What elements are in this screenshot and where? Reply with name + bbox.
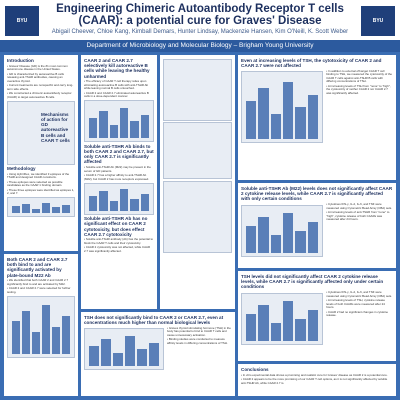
- bullet-text: CAAR 2 appears to be the more promising …: [241, 377, 393, 385]
- figure: [84, 182, 154, 215]
- bullet-text: CAAR 2 and CAAR 2.7 eliminated autoreact…: [84, 91, 154, 99]
- section-heading: Both CAAR 2 and CAAR 2.7 both bind to an…: [7, 257, 68, 278]
- bullet-text: Binding studies were conducted to measur…: [167, 338, 232, 345]
- bullet-text: Graves' Disease (GD) is the #1 most comm…: [7, 64, 75, 72]
- bullet-text: We constructed a chimeric autoantibody r…: [7, 91, 75, 99]
- bullet-text: At increasing levels of TSH, cytokine re…: [326, 298, 393, 310]
- section-heading: Even at increasing levels of TSH, the cy…: [241, 58, 382, 69]
- section-box: IntroductionGraves' Disease (GD) is the …: [4, 55, 78, 251]
- logo: BYU: [361, 6, 395, 36]
- bullet-text: GD is characterized by autoreactive B ce…: [7, 72, 75, 84]
- section-heading: Soluble anti-TSHR Ab binds to both CAAR …: [84, 143, 154, 165]
- figure: [84, 100, 154, 143]
- bullet-text: Cytokines IFN-γ, IL-2, IL-6, and TNF wer…: [326, 290, 393, 298]
- figure: [163, 122, 232, 179]
- section-box: Even at increasing levels of TSH, the cy…: [238, 55, 396, 180]
- bullet-text: Soluble anti-TSHR antibody (Ab) has the …: [84, 238, 154, 245]
- bullet-text: CAAR 2 had no significant changes in cyt…: [326, 310, 393, 318]
- poster-title: Engineering Chimeric Autoantibody Recept…: [56, 3, 344, 27]
- figure-illustration: [246, 75, 319, 140]
- figure: [241, 71, 324, 144]
- bullet-text: CAAR 2.7 has a higher affinity to anti-T…: [84, 173, 154, 181]
- diagram: Mechanisms of action for GD autoreactive…: [7, 100, 75, 165]
- section-heading: Soluble anti-TSHR Ab has no significant …: [84, 216, 148, 237]
- figure: [7, 295, 75, 358]
- bullet-text: At increasing levels of anti-TSHR from "…: [326, 210, 393, 222]
- bullet-text: Current treatments are nonspecific and c…: [7, 83, 75, 91]
- bullet-text: In addition to external off-target CAAR …: [326, 69, 393, 84]
- bullet-text: CAAR 2 cytotoxicity was not affected, wh…: [84, 246, 154, 253]
- figure-illustration: [89, 332, 159, 367]
- section-box: CAAR 2 and CAAR 2.7 selectively kill aut…: [81, 55, 157, 309]
- section-box: Both CAAR 2 and CAAR 2.7 both bind to an…: [4, 254, 78, 396]
- figure: [163, 180, 232, 253]
- section-heading: Soluble anti-TSHR Ab (M22) levels does n…: [241, 186, 393, 202]
- bullet-text: Cytokines IFN-γ, IL-2, IL-6, and TNF wer…: [326, 202, 393, 210]
- figure: [163, 58, 232, 121]
- affiliation: Department of Microbiology and Molecular…: [0, 40, 400, 52]
- figure-illustration: [246, 209, 319, 253]
- figure: [241, 204, 324, 257]
- section-box: TSH levels did not significantly affect …: [238, 271, 396, 361]
- section-heading: Methodology: [7, 166, 36, 172]
- bullet-text: CAAR 2 and CAAR 2.7 were selected for fu…: [7, 287, 75, 294]
- figure-illustration: [12, 201, 70, 214]
- figure-illustration: [12, 300, 70, 354]
- figure: [241, 292, 324, 345]
- bullet-text: Graves thyroid stimulating hormone (TSH)…: [167, 326, 232, 338]
- section-heading: TSH does not significantly bind to CAAR …: [84, 315, 224, 326]
- section-heading: CAAR 2 and CAAR 2.7 selectively kill aut…: [84, 58, 150, 79]
- section-box: ConclusionsIn vitro experimental data sh…: [238, 364, 396, 396]
- section-heading: Conclusions: [241, 367, 269, 372]
- bullet-text: The efficacy of CAAR T cell therapy reli…: [84, 80, 154, 91]
- bullet-text: At increasing levels of TSH from "none" …: [326, 84, 393, 96]
- figure: [84, 328, 164, 371]
- figure: [7, 197, 75, 218]
- figure-illustration: [89, 187, 149, 211]
- section-heading: Mechanisms of action for GD autoreactive…: [41, 111, 70, 143]
- header: BYU Engineering Chimeric Autoantibody Re…: [0, 0, 400, 52]
- bullet-text: These three epitopes were identified as …: [7, 188, 75, 196]
- section-heading: Introduction: [7, 58, 34, 63]
- bullet-text: Soluble anti-TSHR Ab (M22) may be presen…: [84, 165, 154, 173]
- bullet-text: We identified that both CAAR 2 and CAAR …: [7, 279, 75, 286]
- logo: BYU: [5, 6, 39, 36]
- bullet-text: In vitro experimental data shows a promi…: [241, 373, 393, 378]
- figure-illustration: [246, 297, 319, 341]
- bullet-text: These epitopes were selected as possible…: [7, 180, 75, 188]
- section-box: TSH does not significantly bind to CAAR …: [81, 312, 235, 396]
- section-box: Soluble anti-TSHR Ab (M22) levels does n…: [238, 183, 396, 268]
- section-heading: TSH levels did not significantly affect …: [241, 274, 384, 290]
- bullet-text: Using HybriFlex, we identified 3 epitope…: [7, 172, 75, 180]
- section-box: [160, 55, 235, 309]
- authors: Abigail Cheever, Chloe Kang, Kimball Dem…: [51, 29, 349, 35]
- figure-illustration: [89, 104, 149, 139]
